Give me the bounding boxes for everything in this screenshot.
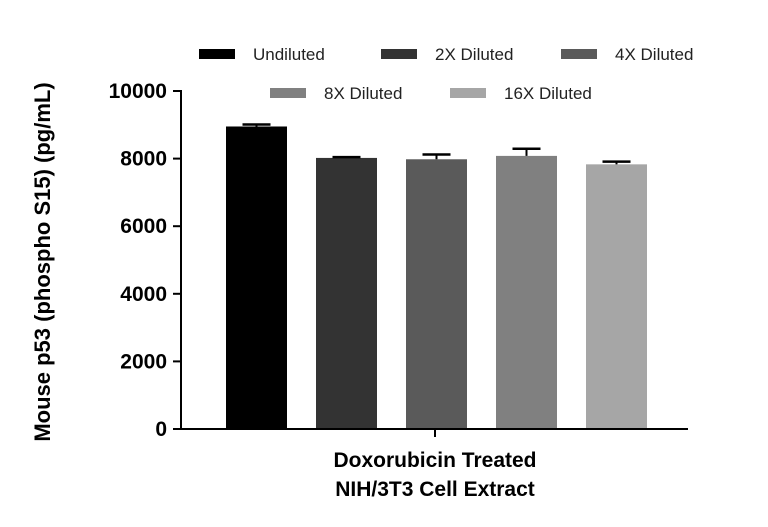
bar [496, 155, 557, 429]
bars [226, 123, 647, 430]
legend-item: 4X Diluted [561, 45, 693, 64]
y-tick-label: 0 [155, 418, 167, 441]
bar [316, 157, 377, 429]
error-bar [332, 155, 361, 159]
legend-item: Undiluted [199, 45, 325, 64]
legend-item: 16X Diluted [450, 84, 592, 103]
error-bar [242, 123, 271, 127]
y-tick-label: 4000 [120, 283, 167, 306]
y-tick-label: 2000 [120, 350, 167, 373]
y-tick-label: 10000 [109, 80, 167, 103]
legend-label: Undiluted [253, 45, 325, 64]
x-axis-label-line-2: NIH/3T3 Cell Extract [335, 478, 535, 501]
legend-swatch [381, 49, 417, 59]
bar [226, 126, 287, 430]
error-bar [422, 153, 451, 160]
bar [586, 164, 647, 429]
legend-swatch [270, 88, 306, 98]
error-bar [512, 147, 541, 156]
legend-item: 8X Diluted [270, 84, 402, 103]
legend-swatch [561, 49, 597, 59]
legend-item: 2X Diluted [381, 45, 513, 64]
bar [406, 159, 467, 429]
legend-label: 2X Diluted [435, 45, 513, 64]
legend: Undiluted 2X Diluted 4X Diluted 8X Diluted 1… [199, 45, 693, 103]
legend-label: 8X Diluted [324, 84, 402, 103]
x-axis-label-line-1: Doxorubicin Treated [333, 449, 536, 472]
legend-label: 4X Diluted [615, 45, 693, 64]
y-tick-label: 6000 [120, 215, 167, 238]
y-axis-label: Mouse p53 (phospho S15) (pg/mL) [30, 82, 55, 441]
legend-label: 16X Diluted [504, 84, 592, 103]
legend-swatch [199, 49, 235, 59]
error-bar [602, 160, 631, 165]
y-tick-label: 8000 [120, 148, 167, 171]
y-axis: 0 2000 4000 6000 8000 10000 [109, 80, 182, 441]
legend-swatch [450, 88, 486, 98]
